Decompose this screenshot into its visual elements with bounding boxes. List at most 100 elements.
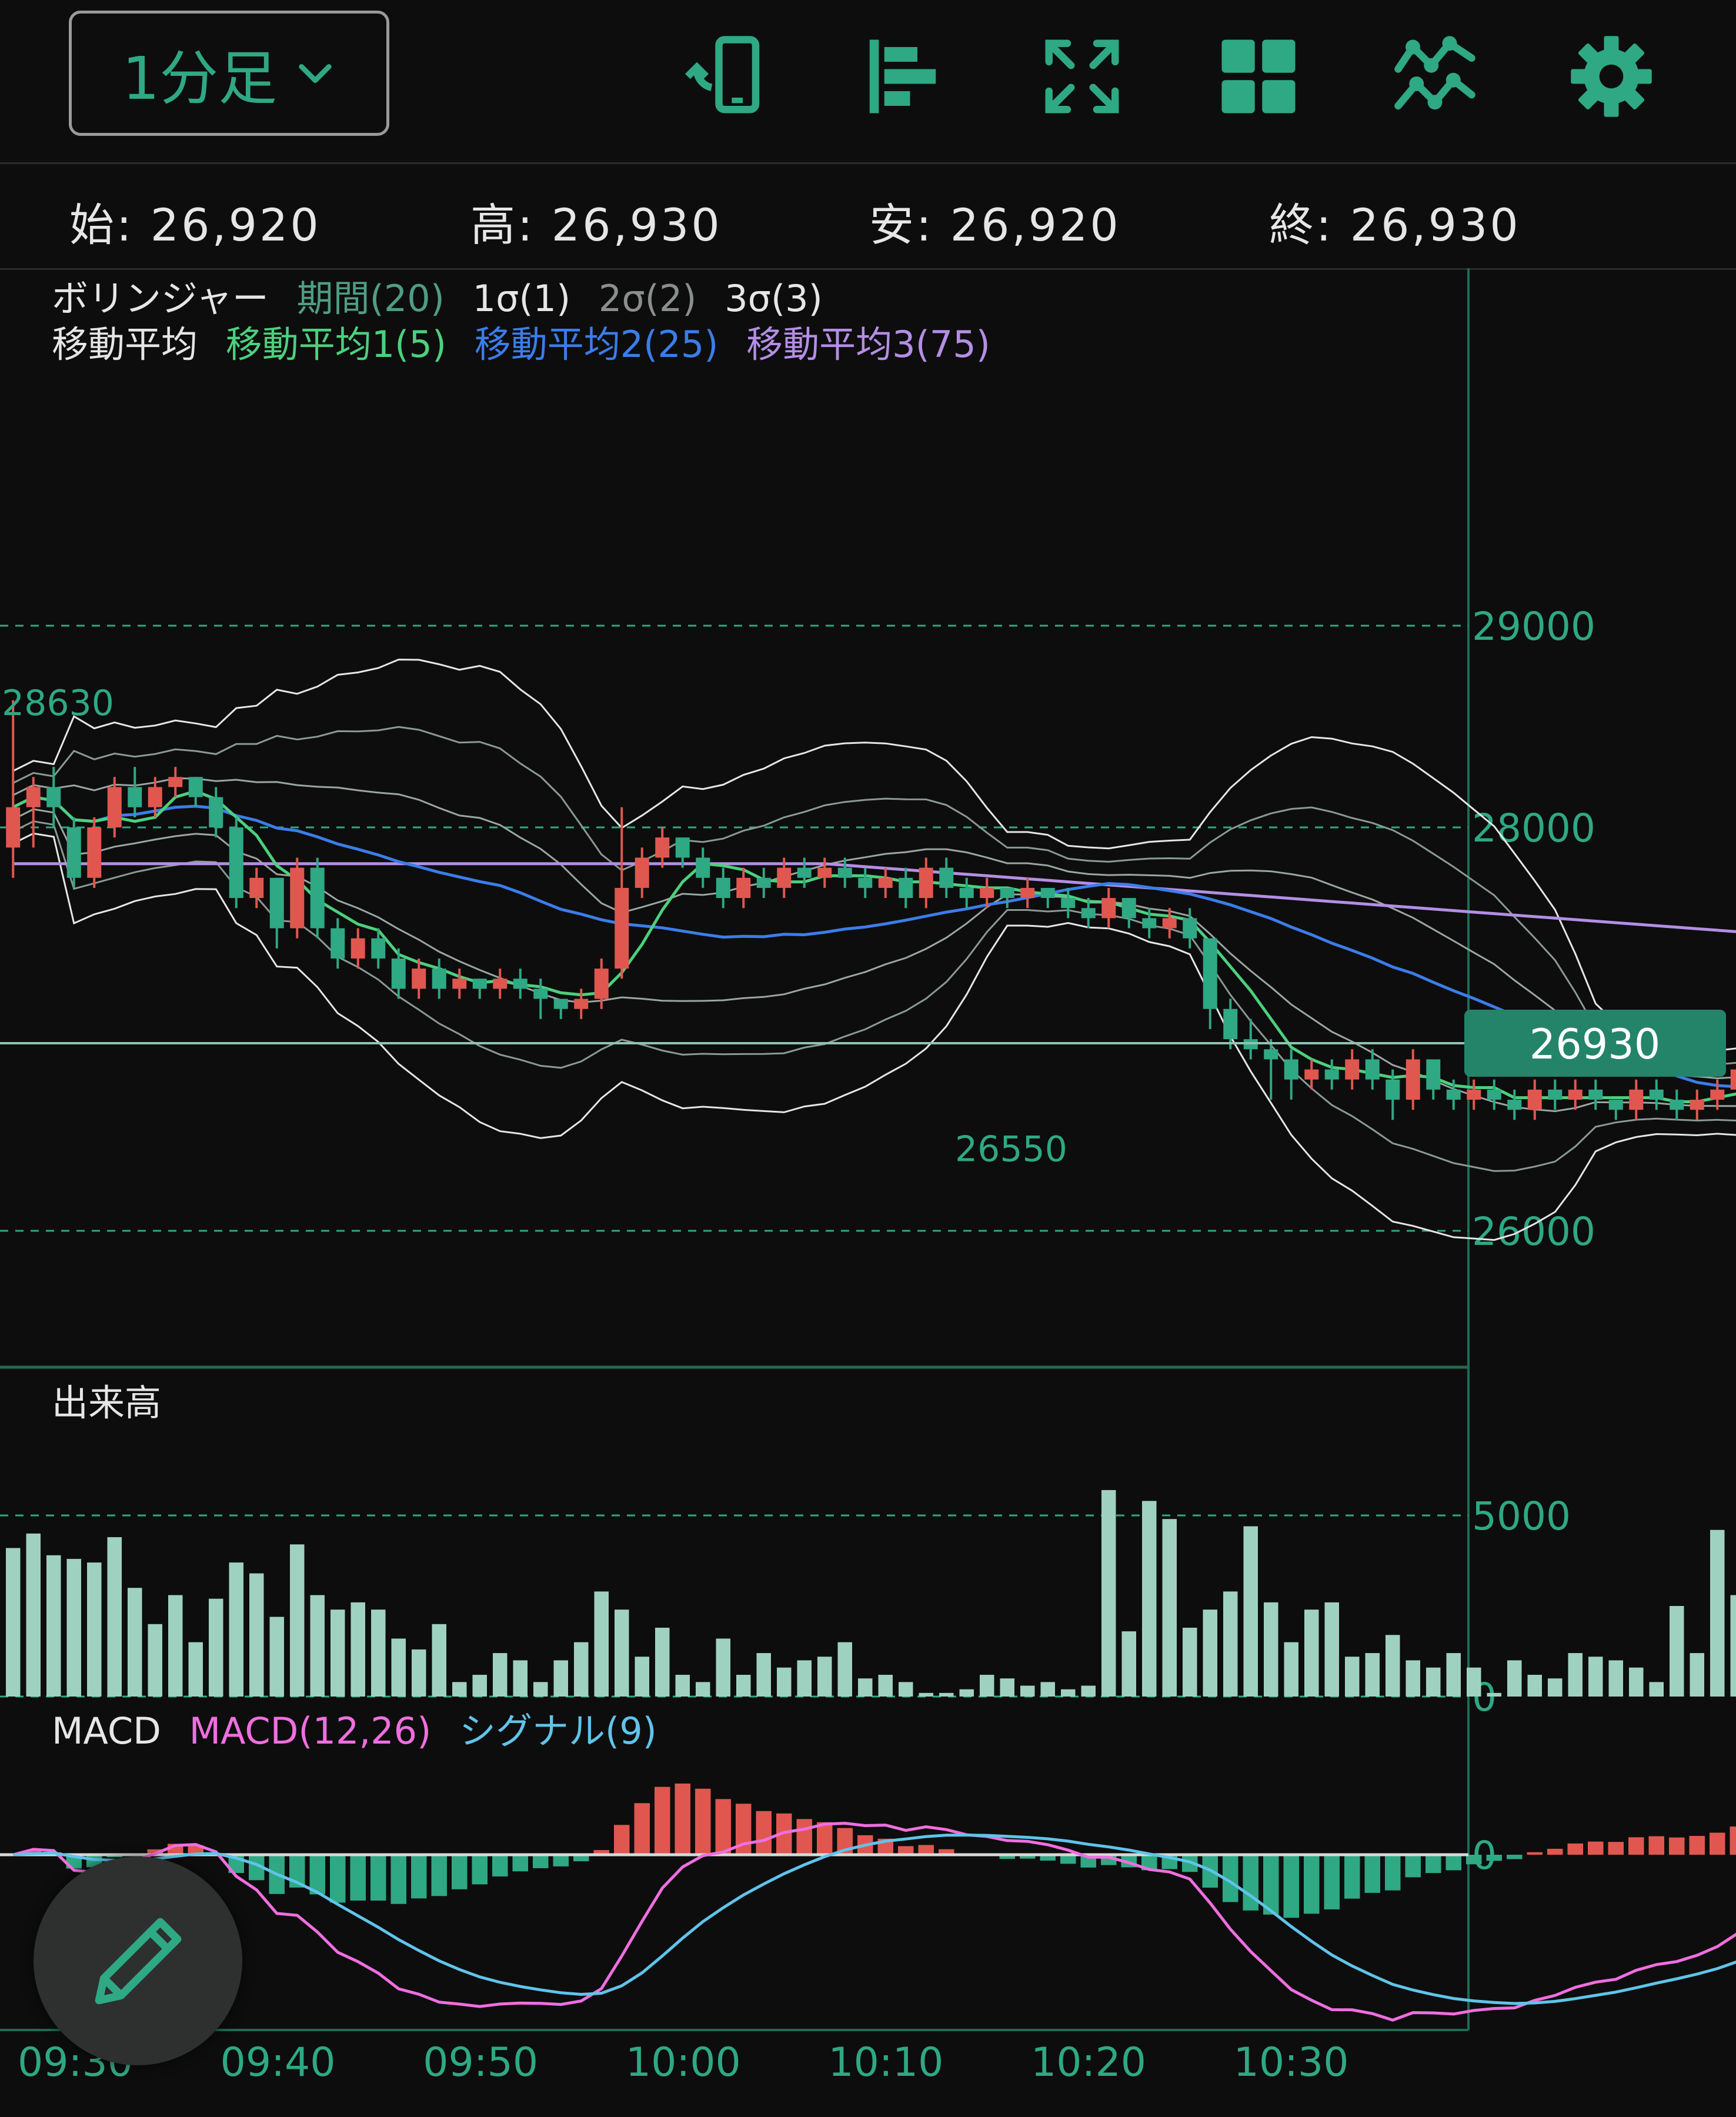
macd-histogram-bar — [614, 1825, 630, 1855]
macd-legend-signal: シグナル(9) — [459, 1709, 657, 1752]
layout-button[interactable] — [1214, 32, 1303, 121]
candle-body — [777, 867, 792, 888]
volume-bar — [1608, 1660, 1623, 1697]
volume-bar — [1670, 1606, 1684, 1697]
price-chart[interactable]: 29000280002600026930286302655050000009:3… — [0, 268, 1736, 2117]
bollinger-lower-3sigma — [12, 832, 1736, 1241]
volume-bar — [716, 1638, 730, 1697]
candle-body — [1061, 898, 1076, 909]
candle-body — [1121, 898, 1136, 919]
volume-bar — [1183, 1627, 1197, 1697]
macd-histogram-bar — [512, 1855, 528, 1872]
macd-histogram-bar — [918, 1845, 934, 1855]
volume-bar — [229, 1562, 243, 1697]
macd-histogram-bar — [1344, 1855, 1360, 1899]
candle-body — [1467, 1089, 1481, 1100]
price-tick-label: 26000 — [1472, 1209, 1595, 1254]
rotate-screen-icon — [685, 36, 760, 113]
macd-histogram-bar — [1547, 1848, 1563, 1855]
macd-line — [12, 1821, 1736, 2022]
bollinger-legend: ボリンジャー 期間(20) 1σ(1) 2σ(2) 3σ(3) — [52, 269, 839, 322]
volume-bar — [1061, 1689, 1076, 1697]
candle-body — [6, 807, 21, 848]
candle-body — [1690, 1100, 1704, 1110]
volume-bar — [1223, 1591, 1238, 1697]
volume-bar — [1710, 1530, 1725, 1697]
volume-bar — [1142, 1501, 1157, 1697]
candle-body — [493, 979, 508, 989]
volume-bar — [513, 1660, 528, 1697]
volume-bar — [1446, 1653, 1461, 1697]
volume-bar — [1365, 1653, 1380, 1697]
candle-body — [959, 887, 974, 899]
volume-bar — [188, 1642, 203, 1697]
macd-histogram-bar — [1385, 1855, 1401, 1891]
timeframe-select[interactable]: 1分足 — [69, 11, 389, 136]
candle-body — [1527, 1089, 1542, 1110]
indicator-button[interactable] — [1391, 32, 1479, 121]
volume-bar — [1040, 1682, 1055, 1697]
candle-body — [878, 877, 893, 888]
candle-body — [209, 797, 223, 827]
volume-bar — [837, 1642, 852, 1697]
macd-histogram-bar — [370, 1855, 386, 1901]
fullscreen-icon — [1045, 39, 1119, 113]
candle-body — [1142, 918, 1157, 929]
candle-body — [249, 877, 264, 899]
volume-bar — [980, 1675, 994, 1697]
candle-body — [899, 877, 913, 899]
volume-bar — [1162, 1519, 1177, 1697]
macd-histogram-bar — [1304, 1855, 1320, 1914]
candle-body — [655, 837, 670, 858]
volume-bar — [959, 1689, 974, 1697]
volume-bar — [472, 1675, 487, 1697]
volume-bar — [1629, 1667, 1644, 1697]
high-annotation: 28630 — [2, 683, 114, 724]
time-tick-label: 10:20 — [1031, 2039, 1146, 2086]
macd-histogram-bar — [492, 1855, 508, 1876]
volume-bar — [1101, 1490, 1116, 1697]
macd-histogram-bar — [431, 1855, 447, 1896]
settings-button[interactable] — [1567, 32, 1655, 121]
volume-bar — [899, 1682, 913, 1697]
rotate-screen-button[interactable] — [682, 32, 770, 121]
macd-histogram-bar — [1730, 1827, 1736, 1855]
macd-histogram-bar — [796, 1819, 812, 1855]
candle-body — [797, 867, 812, 878]
candle-body — [1000, 887, 1014, 899]
candle-body — [939, 867, 954, 888]
macd-histogram-bar — [350, 1855, 366, 1901]
candle-body — [837, 867, 852, 878]
volume-bar — [1527, 1675, 1542, 1697]
align-button[interactable] — [859, 32, 947, 121]
macd-histogram-bar — [1527, 1852, 1543, 1855]
candle-body — [1040, 887, 1055, 899]
macd-histogram-bar — [817, 1822, 833, 1855]
chevron-down-icon — [299, 64, 332, 83]
macd-histogram-bar — [634, 1803, 650, 1855]
volume-bar — [1467, 1667, 1481, 1697]
fullscreen-button[interactable] — [1038, 32, 1126, 121]
volume-bar — [777, 1667, 792, 1697]
timeframe-label: 1分足 — [122, 44, 278, 113]
volume-bar — [128, 1588, 142, 1697]
candle-body — [1588, 1089, 1603, 1100]
volume-bar — [675, 1675, 690, 1697]
bollinger-upper-2sigma — [12, 726, 1736, 1066]
candle-body — [1101, 898, 1116, 919]
macd-histogram-bar — [655, 1787, 670, 1855]
volume-bar — [594, 1591, 609, 1697]
open-value: 始: 26,920 — [69, 199, 321, 251]
candle-body — [46, 787, 61, 807]
candle-body — [533, 989, 548, 999]
candle-body — [1284, 1059, 1298, 1080]
macd-histogram-bar — [756, 1811, 772, 1855]
volume-bar — [1324, 1602, 1339, 1697]
candle-body — [1345, 1059, 1360, 1080]
volume-bar — [655, 1627, 670, 1697]
macd-histogram-bar — [1060, 1855, 1076, 1864]
candle-body — [66, 827, 81, 878]
macd-histogram-bar — [188, 1845, 203, 1855]
draw-tool-button[interactable] — [34, 1856, 242, 2065]
bollinger-upper-1sigma — [12, 777, 1736, 1080]
